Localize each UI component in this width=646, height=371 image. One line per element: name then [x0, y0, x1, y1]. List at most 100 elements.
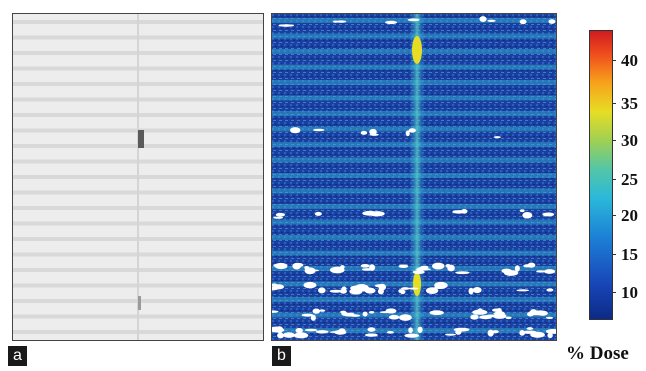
dose-white-speckle — [488, 330, 494, 337]
dose-colorbar — [589, 30, 613, 320]
dose-white-speckle — [426, 287, 438, 294]
dose-white-speckle — [528, 263, 536, 268]
dose-white-speckle — [520, 209, 525, 212]
dose-white-speckle — [408, 327, 413, 333]
dose-white-speckle — [399, 264, 409, 268]
dose-white-speckle — [290, 127, 300, 133]
dose-white-speckle — [340, 265, 345, 269]
dose-white-speckle — [549, 19, 556, 24]
dose-white-speckle — [273, 217, 283, 219]
dose-white-speckle — [295, 328, 302, 333]
dose-white-speckle — [398, 289, 403, 293]
dose-white-speckle — [277, 333, 284, 339]
dose-white-speckle — [278, 24, 294, 27]
dose-white-speckle — [363, 312, 368, 317]
colorbar-tick-25: 25 — [621, 171, 646, 188]
dose-white-speckle — [362, 268, 373, 271]
dose-white-speckle — [333, 20, 338, 22]
dose-white-speckle — [430, 310, 444, 315]
colorbar-tick-35: 35 — [621, 95, 646, 112]
dose-white-speckle — [350, 314, 360, 316]
dose-white-speckle — [506, 316, 512, 319]
dose-white-speckle — [292, 264, 298, 268]
dose-white-speckle — [546, 317, 553, 319]
dose-white-speckle — [542, 212, 554, 216]
dose-white-speckle — [432, 263, 445, 270]
dose-white-speckle — [408, 18, 420, 21]
dose-white-speckle — [536, 270, 545, 272]
colorbar-tick-10: 10 — [621, 284, 646, 301]
dose-white-speckle — [473, 287, 482, 293]
dose-white-speckle — [472, 310, 487, 315]
dose-white-speckle — [330, 331, 346, 333]
colorbar-tickmark — [612, 103, 616, 104]
dose-white-speckle — [313, 129, 324, 131]
dose-white-speckle — [318, 287, 326, 293]
film-image — [13, 14, 263, 340]
dose-white-speckle — [528, 311, 542, 315]
dose-white-speckle — [304, 282, 317, 288]
dose-white-speckle — [273, 284, 284, 289]
dose-white-speckle — [386, 308, 397, 313]
dose-white-speckle — [378, 284, 386, 291]
dose-white-speckle — [361, 264, 370, 268]
dose-white-speckle — [546, 288, 553, 291]
dose-white-speckle — [369, 311, 374, 314]
dose-white-speckle — [470, 317, 474, 319]
dose-white-speckle — [341, 287, 346, 291]
colorbar-tickmark — [612, 60, 616, 61]
dose-white-speckle — [517, 289, 529, 291]
colorbar-tickmark — [612, 140, 616, 141]
colorbar-tickmark — [612, 254, 616, 255]
colorbar-tickmark — [612, 179, 616, 180]
dose-white-speckle — [283, 332, 295, 338]
dose-white-speckle — [413, 270, 425, 274]
dose-white-speckle — [389, 315, 400, 320]
dose-white-speckle — [434, 282, 447, 289]
dose-white-speckle — [454, 328, 470, 332]
dose-white-speckle — [527, 327, 534, 330]
dose-white-speckle — [387, 331, 394, 334]
dose-white-speckle — [367, 327, 375, 332]
colorbar-tickmark — [612, 292, 616, 293]
dose-white-speckle — [385, 21, 397, 24]
dose-white-speckle — [406, 130, 410, 136]
colorbar-tick-20: 20 — [621, 207, 646, 224]
dose-white-speckle — [485, 315, 497, 318]
dose-white-speckle — [399, 314, 412, 321]
dose-white-speckle — [494, 136, 501, 138]
dose-white-speckle — [416, 268, 431, 270]
dose-white-speckle — [365, 333, 378, 336]
dose-white-speckle — [369, 129, 377, 135]
dose-white-speckle — [417, 327, 422, 333]
dose-white-speckle — [316, 330, 329, 333]
dose-white-speckle — [313, 309, 321, 314]
dose-white-speckle — [469, 288, 474, 295]
dose-white-speckle — [544, 269, 555, 274]
dose-white-speckle — [341, 311, 347, 315]
dose-white-speckle — [401, 287, 410, 290]
dose-white-speckle — [362, 211, 377, 216]
dose-map-panel — [271, 13, 557, 341]
dose-white-speckle — [276, 213, 285, 217]
dose-white-speckle — [311, 315, 316, 321]
colorbar-tick-40: 40 — [621, 52, 646, 69]
dose-white-speckle — [452, 210, 465, 214]
colorbar-tick-15: 15 — [621, 246, 646, 263]
dose-white-speckle — [319, 309, 325, 311]
dose-white-speckle — [349, 288, 362, 294]
colorbar-tick-30: 30 — [621, 132, 646, 149]
dose-white-speckle — [361, 131, 368, 135]
dose-white-speckle — [305, 329, 317, 332]
dose-white-speckle — [365, 288, 376, 294]
dose-white-speckle — [493, 312, 504, 315]
dose-map-image — [272, 14, 556, 340]
film-image-panel — [12, 13, 264, 341]
dose-white-speckle — [504, 270, 518, 276]
dose-white-speckle — [522, 212, 532, 219]
dose-white-speckle — [404, 334, 419, 338]
panel-a-label: a — [8, 346, 27, 366]
dose-white-speckle — [487, 20, 495, 22]
dose-white-speckle — [523, 331, 537, 334]
colorbar-unit-label: % Dose — [566, 343, 629, 365]
